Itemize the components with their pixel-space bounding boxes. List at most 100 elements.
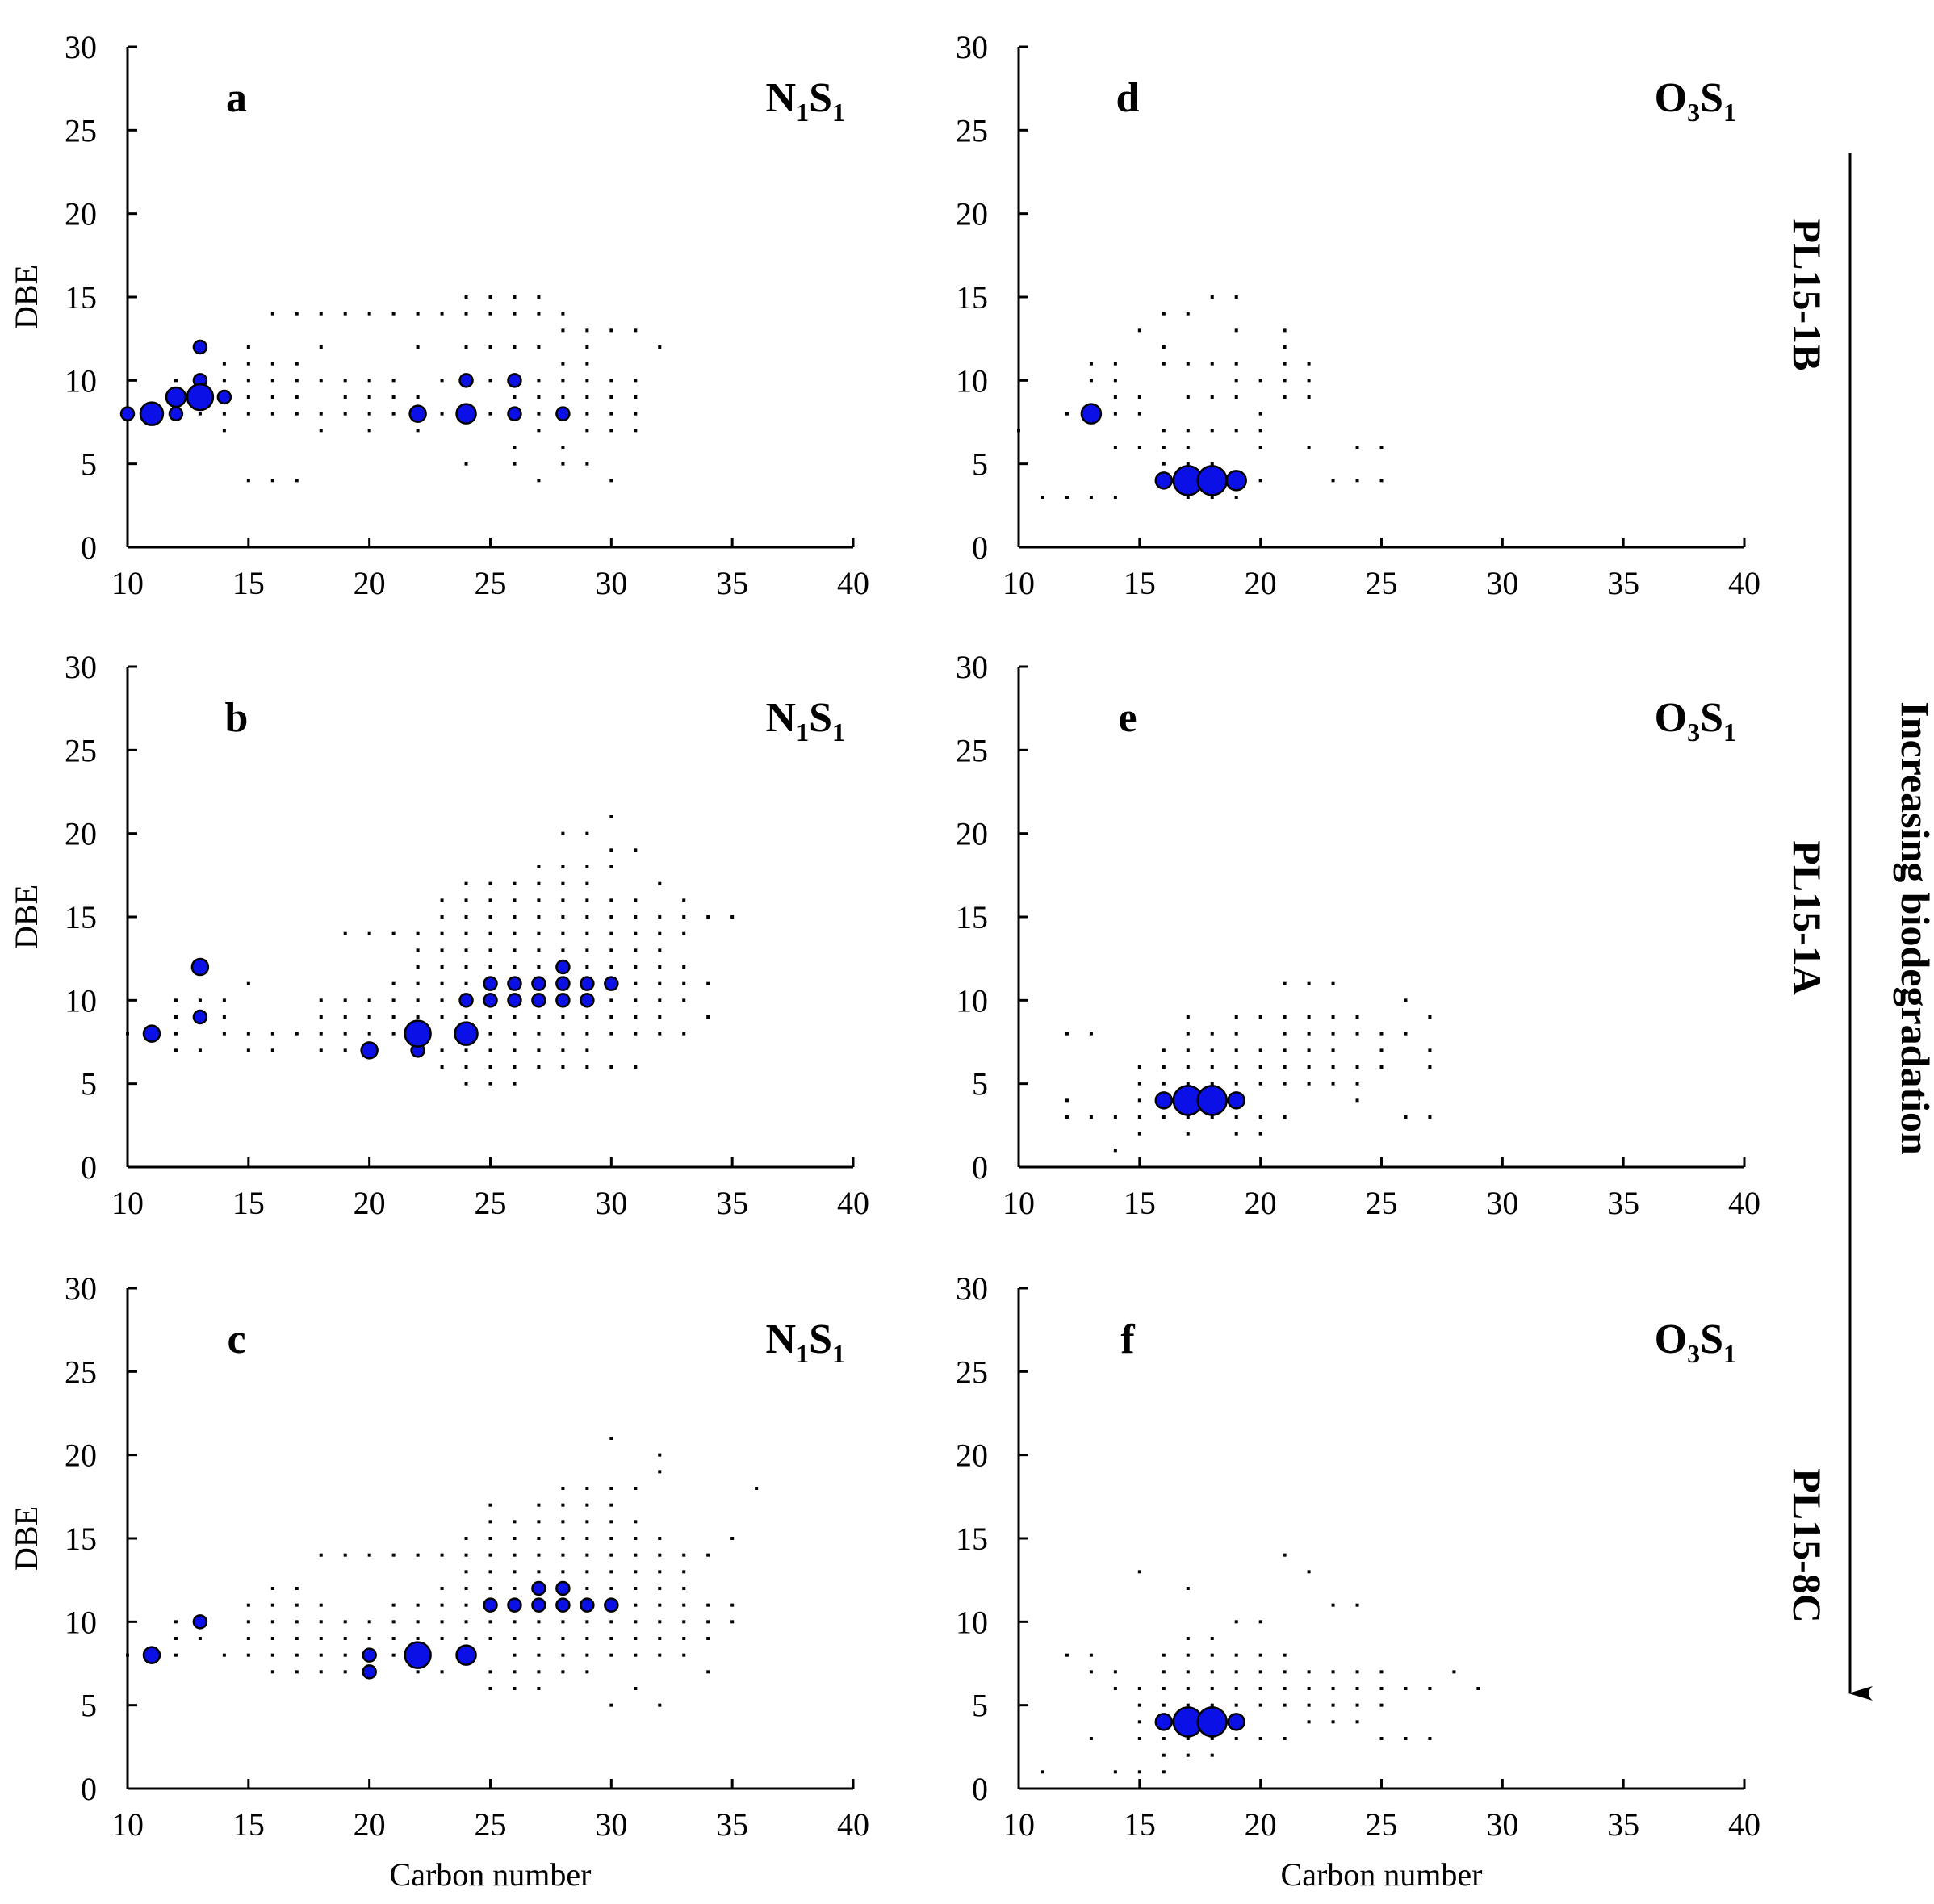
data-point bbox=[488, 1048, 492, 1052]
data-point bbox=[609, 998, 613, 1002]
data-point bbox=[416, 965, 420, 969]
y-tick-label: 10 bbox=[65, 1604, 97, 1640]
data-point bbox=[1307, 1703, 1311, 1707]
data-point bbox=[1113, 395, 1117, 399]
data-point bbox=[1283, 1048, 1287, 1052]
data-point bbox=[609, 848, 613, 852]
data-point bbox=[1234, 429, 1238, 433]
data-point bbox=[537, 1537, 541, 1540]
data-point bbox=[1162, 1065, 1166, 1069]
data-point bbox=[246, 412, 250, 416]
data-point bbox=[1137, 395, 1141, 399]
data-point bbox=[1428, 1015, 1432, 1019]
data-point bbox=[1210, 1065, 1214, 1069]
data-point bbox=[513, 881, 517, 885]
data-point bbox=[246, 1603, 250, 1607]
data-point bbox=[343, 379, 347, 383]
data-point bbox=[1283, 362, 1287, 366]
data-point bbox=[706, 1620, 710, 1624]
data-point bbox=[1258, 1670, 1262, 1674]
x-tick-label: 40 bbox=[837, 1185, 869, 1221]
data-point bbox=[464, 1082, 468, 1086]
data-point bbox=[537, 295, 541, 299]
data-point bbox=[513, 1520, 517, 1524]
data-point bbox=[488, 1082, 492, 1086]
data-point bbox=[454, 1021, 479, 1046]
data-point bbox=[391, 931, 396, 935]
data-point bbox=[1113, 1770, 1117, 1774]
x-tick-label: 40 bbox=[1728, 1806, 1760, 1843]
x-tick-label: 15 bbox=[1124, 1806, 1156, 1843]
data-point bbox=[537, 915, 541, 919]
data-point bbox=[1137, 1703, 1141, 1707]
data-point bbox=[1234, 1015, 1238, 1019]
data-point bbox=[537, 1015, 541, 1019]
data-point bbox=[295, 379, 299, 383]
x-tick-label: 20 bbox=[1245, 1806, 1277, 1843]
y-tick-label: 25 bbox=[65, 1354, 97, 1390]
panel-letter: d bbox=[1116, 75, 1140, 121]
data-point bbox=[1307, 395, 1311, 399]
y-axis-title: DBE bbox=[8, 1506, 44, 1571]
data-point bbox=[440, 1637, 444, 1640]
formula-subscript: 1 bbox=[796, 1339, 809, 1368]
data-point bbox=[585, 328, 589, 333]
data-point bbox=[1065, 1115, 1069, 1119]
y-tick-label: 25 bbox=[65, 112, 97, 149]
data-point bbox=[319, 998, 323, 1002]
data-point bbox=[483, 1597, 498, 1613]
data-point bbox=[537, 1637, 541, 1640]
data-point bbox=[1283, 1082, 1287, 1086]
data-point bbox=[440, 1048, 444, 1052]
data-point bbox=[537, 898, 541, 902]
y-tick-label: 20 bbox=[956, 816, 988, 852]
data-point bbox=[561, 831, 565, 835]
data-point bbox=[585, 965, 589, 969]
data-point bbox=[561, 898, 565, 902]
data-point bbox=[270, 479, 274, 483]
data-point bbox=[295, 1620, 299, 1624]
compound-class-label: N1S1 bbox=[766, 75, 845, 127]
data-point bbox=[1154, 471, 1174, 490]
data-point bbox=[464, 1637, 468, 1640]
data-point bbox=[483, 993, 498, 1008]
data-point bbox=[561, 1048, 565, 1052]
data-point bbox=[1355, 1720, 1359, 1724]
data-point bbox=[634, 1687, 638, 1690]
data-point bbox=[1355, 1703, 1359, 1707]
compound-class-label: N1S1 bbox=[766, 1316, 845, 1368]
data-point bbox=[343, 998, 347, 1002]
y-tick-label: 0 bbox=[972, 1771, 988, 1807]
data-point bbox=[682, 1570, 686, 1574]
data-point bbox=[319, 1048, 323, 1052]
data-point bbox=[682, 981, 686, 985]
data-point bbox=[270, 1653, 274, 1657]
data-point bbox=[391, 1653, 396, 1657]
data-point bbox=[1258, 1132, 1262, 1136]
data-point bbox=[1162, 1653, 1166, 1657]
data-point bbox=[464, 981, 468, 985]
data-point bbox=[658, 345, 662, 349]
data-point bbox=[1186, 1048, 1190, 1052]
data-point bbox=[1113, 362, 1117, 366]
data-point bbox=[1307, 446, 1311, 449]
y-tick-label: 5 bbox=[972, 1688, 988, 1724]
x-tick-label: 10 bbox=[1003, 1185, 1035, 1221]
data-point bbox=[609, 1570, 613, 1574]
data-point bbox=[561, 446, 565, 449]
y-tick-label: 15 bbox=[956, 279, 988, 316]
data-point bbox=[537, 312, 541, 316]
data-point bbox=[1186, 1753, 1190, 1757]
data-point bbox=[658, 1570, 662, 1574]
data-point bbox=[537, 345, 541, 349]
x-tick-label: 20 bbox=[354, 565, 386, 601]
data-point bbox=[1017, 429, 1020, 433]
data-point bbox=[537, 1620, 541, 1624]
data-point bbox=[513, 395, 517, 399]
data-point bbox=[1234, 1703, 1238, 1707]
data-point bbox=[416, 1553, 420, 1557]
data-point bbox=[682, 1653, 686, 1657]
data-point bbox=[513, 1537, 517, 1540]
data-point bbox=[190, 957, 210, 977]
data-point bbox=[1307, 379, 1311, 383]
